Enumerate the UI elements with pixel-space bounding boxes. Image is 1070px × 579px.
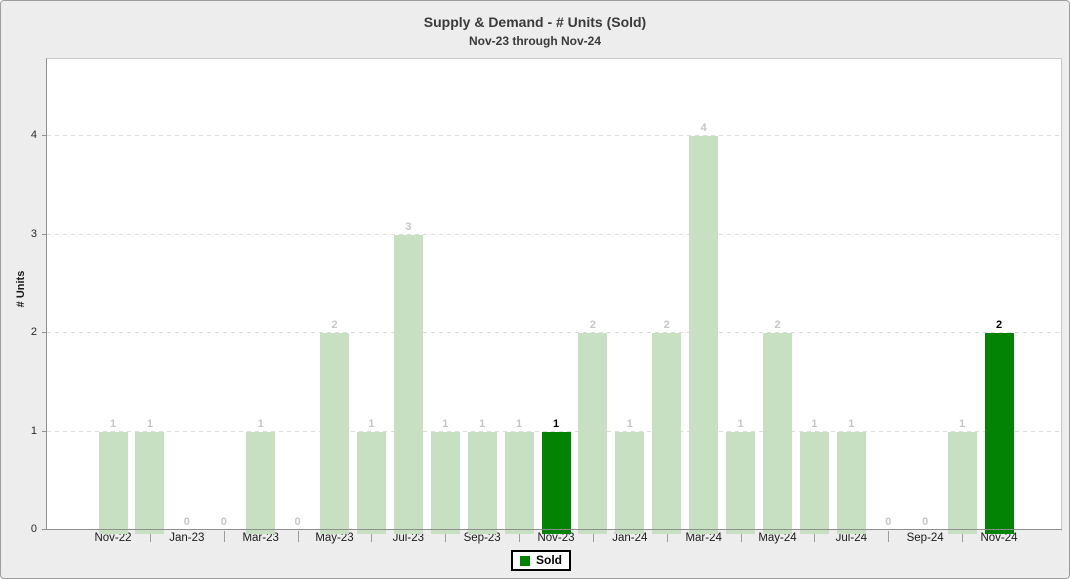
bar-value-label-jul-23: 3 xyxy=(405,220,412,233)
chart-title: Supply & Demand - # Units (Sold) xyxy=(423,14,647,30)
bar-jan-24 xyxy=(615,431,645,534)
bar-oct-23 xyxy=(504,431,534,534)
x-tick-separator xyxy=(149,531,151,542)
bar-nov-22 xyxy=(98,431,128,534)
x-tick-separator xyxy=(740,531,742,542)
x-tick-label-may-23: May-23 xyxy=(315,532,354,544)
bar-apr-24 xyxy=(726,431,756,534)
bar-value-label-oct-23: 1 xyxy=(516,417,523,430)
x-tick-label-nov-24: Nov-24 xyxy=(980,532,1018,544)
bar-feb-24 xyxy=(652,333,682,534)
x-tick-separator xyxy=(592,531,594,542)
bar-value-label-dec-22: 1 xyxy=(146,417,153,430)
gridline-y-4 xyxy=(47,135,1061,136)
bar-value-label-may-24: 2 xyxy=(774,319,781,331)
bar-value-label-dec-23: 2 xyxy=(589,319,596,331)
x-tick-label-sep-24: Sep-24 xyxy=(906,532,944,544)
gridline-y-2 xyxy=(47,332,1061,333)
bar-jun-23 xyxy=(356,431,386,534)
bar-jul-24 xyxy=(836,431,866,534)
y-tick-4 xyxy=(42,135,46,136)
bar-may-23 xyxy=(320,333,349,534)
bar-value-label-oct-24: 1 xyxy=(959,417,966,430)
bar-dec-23 xyxy=(578,333,608,534)
x-axis: Nov-22 Jan-23 Mar-23 May-23 Jul-23 Sep-23 Nov-… xyxy=(47,530,1061,548)
x-tick-label-may-24: May-24 xyxy=(758,532,797,544)
bar-aug-23 xyxy=(430,431,460,534)
bar-value-label-apr-24: 1 xyxy=(737,417,744,430)
x-tick-label-nov-23: Nov-23 xyxy=(537,532,575,544)
x-tick-separator xyxy=(519,531,521,542)
y-tick-label-1: 1 xyxy=(30,424,37,437)
bar-value-label-mar-23: 1 xyxy=(257,417,264,430)
chart-subtitle: Nov-23 through Nov-24 xyxy=(468,34,601,48)
bar-oct-24 xyxy=(947,431,977,534)
bar-value-label-may-23: 2 xyxy=(331,319,338,331)
bar-value-label-jan-24: 1 xyxy=(626,417,633,430)
bar-dec-22 xyxy=(135,431,165,534)
y-tick-2 xyxy=(42,332,46,333)
x-tick-label-jul-24: Jul-24 xyxy=(835,532,867,544)
bar-value-label-aug-24: 0 xyxy=(885,516,892,528)
x-tick-label-jan-24: Jan-24 xyxy=(612,532,648,544)
bar-value-label-nov-22: 1 xyxy=(109,417,117,430)
x-tick-separator xyxy=(223,531,225,542)
bar-nov-24 xyxy=(984,333,1014,534)
x-tick-separator xyxy=(445,531,447,542)
bar-jul-23 xyxy=(393,234,423,534)
bar-value-label-feb-23: 0 xyxy=(220,516,227,528)
bar-value-label-aug-23: 1 xyxy=(442,417,449,430)
x-tick-label-sep-23: Sep-23 xyxy=(463,532,501,544)
bar-value-label-jan-23: 0 xyxy=(183,516,190,528)
bar-mar-24 xyxy=(689,136,719,534)
bar-value-label-nov-24: 2 xyxy=(995,319,1003,331)
bar-value-label-nov-23: 1 xyxy=(552,417,560,430)
legend-swatch-sold xyxy=(520,555,530,566)
plot-area: 1 1 0 0 1 0 2 1 3 1 1 1 1 2 1 2 4 1 2 1 1 0 0 1 2 xyxy=(46,58,1062,534)
bar-value-label-sep-24: 0 xyxy=(922,516,929,528)
bar-value-label-sep-23: 1 xyxy=(479,417,486,430)
x-tick-separator xyxy=(297,531,299,542)
bar-sep-23 xyxy=(467,431,497,534)
bar-may-24 xyxy=(763,333,792,534)
x-tick-separator xyxy=(814,531,816,542)
x-tick-separator xyxy=(371,531,373,542)
bar-value-label-apr-23: 0 xyxy=(294,516,301,528)
y-tick-3 xyxy=(42,233,46,235)
bar-value-label-jun-23: 1 xyxy=(368,417,375,430)
x-tick-label-mar-24: Mar-24 xyxy=(685,532,722,544)
y-tick-label-2: 2 xyxy=(30,326,37,338)
y-tick-label-3: 3 xyxy=(30,227,37,240)
x-tick-label-jul-23: Jul-23 xyxy=(392,532,424,544)
y-axis: 0 1 2 3 4 xyxy=(1,58,46,535)
bar-value-label-mar-24: 4 xyxy=(700,122,707,134)
gridline-y-3 xyxy=(47,233,1061,235)
x-tick-separator xyxy=(666,531,668,542)
bar-value-label-feb-24: 2 xyxy=(663,319,670,331)
x-tick-label-mar-23: Mar-23 xyxy=(242,532,279,544)
x-tick-label-jan-23: Jan-23 xyxy=(169,532,205,544)
x-axis-line xyxy=(46,529,1062,530)
legend-label-sold: Sold xyxy=(536,553,562,567)
x-tick-separator xyxy=(888,531,890,542)
bar-jun-24 xyxy=(799,431,829,534)
y-tick-1 xyxy=(42,430,46,432)
bar-nov-23 xyxy=(541,431,571,534)
x-tick-label-nov-22: Nov-22 xyxy=(94,532,132,544)
legend: Sold xyxy=(511,550,571,571)
x-tick-separator xyxy=(962,531,964,542)
y-tick-0 xyxy=(42,529,46,530)
bar-value-label-jun-24: 1 xyxy=(811,417,818,430)
gridline-y-1 xyxy=(47,430,1061,432)
y-tick-label-0: 0 xyxy=(30,523,37,535)
y-tick-label-4: 4 xyxy=(30,129,37,141)
bar-value-label-jul-24: 1 xyxy=(848,417,855,430)
bar-mar-23 xyxy=(246,431,276,534)
